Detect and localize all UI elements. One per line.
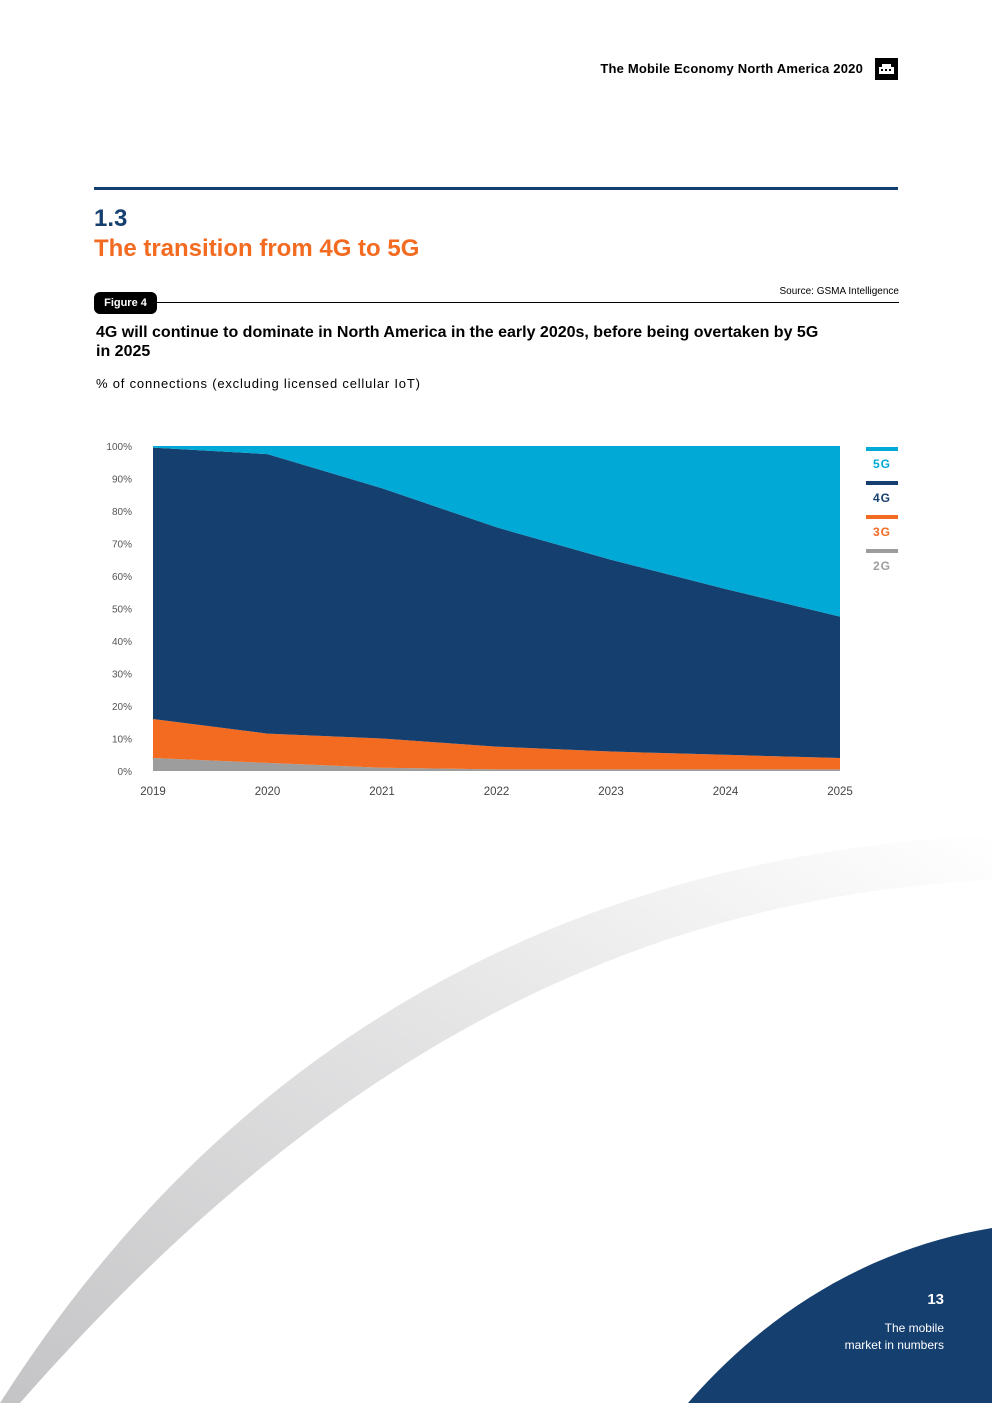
document-title: The Mobile Economy North America 2020 bbox=[600, 61, 863, 76]
section-number: 1.3 bbox=[94, 205, 128, 232]
legend-item-5g: 5G bbox=[866, 447, 898, 471]
y-axis: 0% 10% 20% 30% 40% 50% 60% 70% 80% 90% 100% bbox=[106, 442, 132, 778]
y-tick-label: 0% bbox=[118, 767, 133, 778]
y-tick-label: 80% bbox=[112, 507, 132, 518]
y-tick-label: 10% bbox=[112, 735, 132, 746]
figure-rule bbox=[157, 302, 899, 303]
x-axis: 2019 2020 2021 2022 2023 2024 2025 bbox=[140, 786, 853, 798]
stacked-area-chart: 0%10%20%30%40%50%60%70%80%90%100% 2019 20… bbox=[106, 442, 853, 798]
section-tag: The mobile market in numbers bbox=[845, 1320, 944, 1354]
legend-label-2g: 2G bbox=[872, 559, 891, 573]
y-tick-label: 100% bbox=[106, 442, 132, 453]
legend-item-4g: 4G bbox=[866, 481, 898, 505]
section-divider bbox=[94, 187, 898, 190]
gsma-logo-icon bbox=[875, 58, 898, 80]
legend-swatch-5g bbox=[866, 447, 898, 451]
x-tick-label: 2025 bbox=[827, 786, 853, 798]
legend-item-2g: 2G bbox=[866, 549, 898, 573]
navy-corner bbox=[688, 1228, 992, 1403]
x-tick-label: 2023 bbox=[598, 786, 624, 798]
x-tick-label: 2024 bbox=[713, 786, 739, 798]
figure-source: Source: GSMA Intelligence bbox=[779, 286, 899, 297]
legend-label-4g: 4G bbox=[872, 491, 891, 505]
figure-badge: Figure 4 bbox=[94, 292, 157, 314]
section-tag-line2: market in numbers bbox=[844, 1338, 944, 1352]
y-tick-label: 20% bbox=[112, 702, 132, 713]
area-3g bbox=[153, 719, 840, 770]
y-tick-label: 70% bbox=[112, 540, 132, 551]
legend-swatch-4g bbox=[866, 481, 898, 485]
legend-label-3g: 3G bbox=[872, 525, 891, 539]
legend-swatch-3g bbox=[866, 515, 898, 519]
page-number: 13 bbox=[927, 1291, 944, 1308]
legend-label-5g: 5G bbox=[872, 457, 891, 471]
area-5g bbox=[153, 446, 840, 617]
x-tick-label: 2021 bbox=[369, 786, 395, 798]
x-tick-label: 2020 bbox=[255, 786, 281, 798]
x-tick-label: 2019 bbox=[140, 786, 166, 798]
y-tick-label: 30% bbox=[112, 670, 132, 681]
legend-item-3g: 3G bbox=[866, 515, 898, 539]
chart-title: 4G will continue to dominate in North Am… bbox=[96, 324, 819, 360]
chart-areas bbox=[153, 446, 840, 771]
area-2g bbox=[153, 758, 840, 771]
x-tick-label: 2022 bbox=[484, 786, 510, 798]
chart-unit-label: % of connections (excluding licensed cel… bbox=[96, 376, 421, 391]
y-tick-label: 90% bbox=[112, 475, 132, 486]
area-4g bbox=[153, 447, 840, 758]
section-title: The transition from 4G to 5G bbox=[94, 235, 420, 262]
section-tag-line1: The mobile bbox=[884, 1321, 944, 1335]
y-tick-label: 40% bbox=[112, 637, 132, 648]
legend-swatch-2g bbox=[866, 549, 898, 553]
y-tick-label: 60% bbox=[112, 572, 132, 583]
y-tick-label: 50% bbox=[112, 605, 132, 616]
